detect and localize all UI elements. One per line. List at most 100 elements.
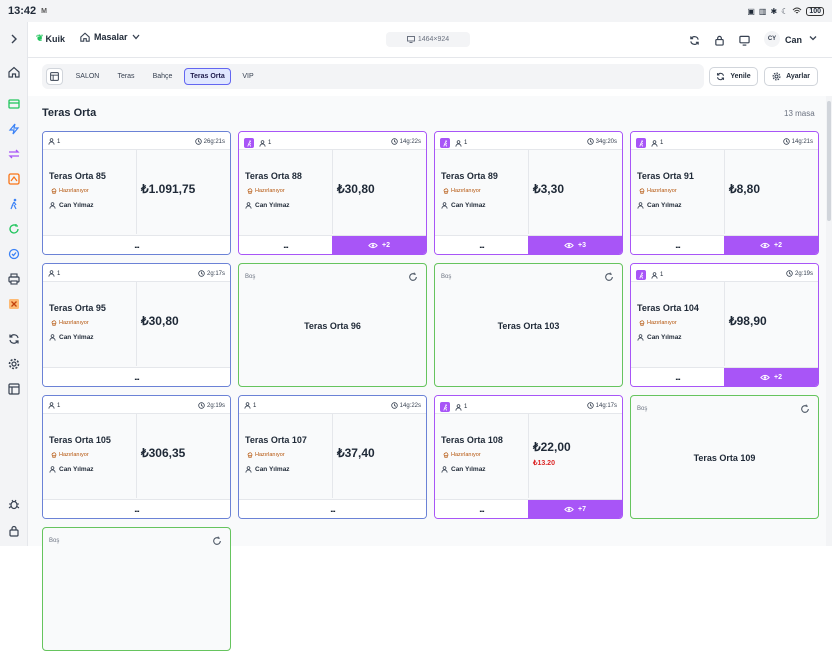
top-bar: ❦ Kuik Masalar 1464×924 CY Can [28,22,832,58]
check-circle-icon[interactable] [6,246,22,262]
flash-icon[interactable] [6,121,22,137]
more-button[interactable]: ... [631,368,724,386]
table-amount: ₺30,80 [337,182,375,196]
chevron-down-icon[interactable] [808,33,818,43]
card-footer: ... +2 [631,235,818,254]
table-card[interactable]: 1 2g:19s Teras Orta 104 Hazırlanıyor Can Yıl… [630,263,819,387]
view-orders-button[interactable]: +2 [724,236,818,254]
area-tabs: SALON Teras Bahçe Teras Orta VIP [42,64,704,89]
table-name: Teras Orta 95 [49,303,106,313]
reset-icon[interactable] [408,272,418,282]
elapsed-time: 14g:22s [390,402,421,409]
clock-icon [194,138,202,145]
transfer-icon[interactable] [6,146,22,162]
chef-hat-icon [247,452,253,458]
table-card[interactable]: 1 26g:21s Teras Orta 85 Hazırlanıyor Can Yıl… [42,131,231,255]
bug-icon[interactable] [6,496,22,512]
scrollbar[interactable] [826,96,832,546]
more-button[interactable]: ... [43,500,230,518]
gear-icon[interactable] [6,356,22,372]
table-name: Teras Orta 91 [637,171,694,181]
divider [724,150,725,234]
card-footer: ... [43,367,230,386]
more-button[interactable]: ... [43,236,230,254]
refresh-green-icon[interactable] [6,221,22,237]
status-badge: Hazırlanıyor [247,452,285,458]
delivery-icon[interactable] [6,171,22,187]
section-selector[interactable]: Masalar [80,32,140,42]
table-amount: ₺98,90 [729,314,767,328]
settings-button[interactable]: Ayarlar [764,67,818,86]
more-button[interactable]: ... [435,500,528,518]
more-button[interactable]: ... [43,368,230,386]
empty-label: Boş [441,274,452,280]
person-icon [245,466,252,473]
table-card[interactable]: 1 14g:22s Teras Orta 88 Hazırlanıyor Can Yıl… [238,131,427,255]
table-name: Teras Orta 108 [441,435,503,445]
person-icon [48,402,55,409]
view-orders-button[interactable]: +2 [724,368,818,386]
table-card[interactable]: 1 14g:17s Teras Orta 108 Hazırlanıyor Can Yı… [434,395,623,519]
elapsed-time: 34g:20s [586,138,617,145]
home-icon[interactable] [6,64,22,80]
table-card[interactable]: 1 2g:19s Teras Orta 105 Hazırlanıyor Can Yıl… [42,395,231,519]
table-count: 13 masa [784,109,815,118]
grid-view-button[interactable] [46,68,63,85]
tab-salon[interactable]: SALON [75,73,100,80]
table-name: Teras Orta 96 [304,321,361,331]
tab-teras-orta[interactable]: Teras Orta [184,68,231,85]
table-card[interactable]: Boş Teras Orta 109 [630,395,819,519]
user-name[interactable]: Can [785,35,803,45]
divider [724,282,725,366]
chef-hat-icon [639,320,645,326]
reset-icon[interactable] [800,404,810,414]
more-button[interactable]: ... [239,500,426,518]
table-card[interactable]: 1 14g:22s Teras Orta 107 Hazırlanıyor Can Yı… [238,395,427,519]
card-header: 1 2g:19s [631,264,818,282]
table-card[interactable]: Boş Teras Orta 96 [238,263,427,387]
status-badge: Hazırlanıyor [443,452,481,458]
more-button[interactable]: ... [631,236,724,254]
tab-bahce[interactable]: Bahçe [152,73,173,80]
chevron-right-icon[interactable] [6,31,22,47]
table-card[interactable]: Boş Teras Orta 103 [434,263,623,387]
divider [332,150,333,234]
tab-vip[interactable]: VIP [242,73,254,80]
table-amount: ₺30,80 [141,314,179,328]
elapsed-time: 2g:19s [786,270,813,277]
notification-icon: M [41,7,47,15]
refresh-button[interactable]: Yenile [709,67,758,86]
reset-icon[interactable] [604,272,614,282]
cancel-icon[interactable] [6,296,22,312]
empty-label: Boş [49,538,60,544]
avatar[interactable]: CY [764,31,780,47]
layout-icon[interactable] [6,381,22,397]
card-header: 1 14g:21s [631,132,818,150]
table-name: Teras Orta 85 [49,171,106,181]
guest-count: 1 [48,270,60,277]
view-orders-button[interactable]: +2 [332,236,426,254]
card-header: 1 2g:19s [43,396,230,414]
printer-icon[interactable] [6,271,22,287]
card-icon[interactable] [6,96,22,112]
status-badge: Hazırlanıyor [51,320,89,326]
monitor-icon[interactable] [736,32,752,48]
chef-hat-icon [443,452,449,458]
view-orders-button[interactable]: +3 [528,236,622,254]
table-card[interactable]: 1 14g:21s Teras Orta 91 Hazırlanıyor Can Yıl… [630,131,819,255]
table-card[interactable]: 1 2g:17s Teras Orta 95 Hazırlanıyor Can Yılm… [42,263,231,387]
view-orders-button[interactable]: +7 [528,500,622,518]
tab-teras[interactable]: Teras [117,73,135,80]
more-button[interactable]: ... [435,236,528,254]
table-card[interactable]: 1 34g:20s Teras Orta 89 Hazırlanıyor Can Yıl… [434,131,623,255]
card-header: 1 14g:22s [239,396,426,414]
sync-icon[interactable] [6,331,22,347]
page-title: Teras Orta [42,107,97,119]
sync-icon[interactable] [686,32,702,48]
lock-icon[interactable] [6,523,22,539]
dnd-icon: ☾ [781,6,789,16]
more-button[interactable]: ... [239,236,332,254]
reset-icon[interactable] [212,536,222,546]
person-walk-icon[interactable] [6,196,22,212]
lock-icon[interactable] [711,32,727,48]
